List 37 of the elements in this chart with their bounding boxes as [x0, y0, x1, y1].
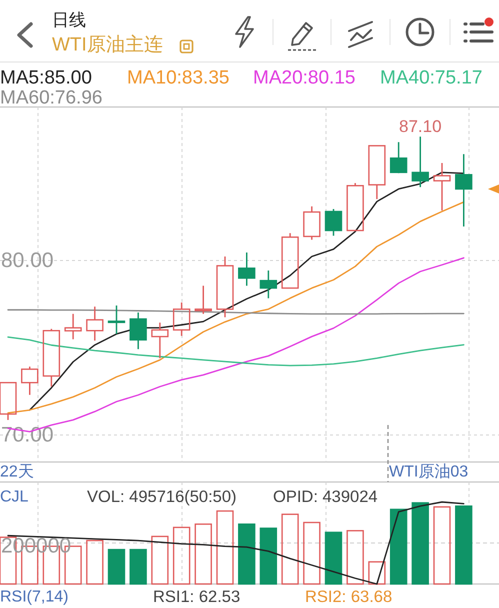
text: MA20:80.15 [253, 68, 356, 88]
bar [260, 528, 278, 585]
annotation: OPID: 439024 [273, 488, 378, 506]
bar [346, 530, 364, 585]
text: MA40:75.17 [380, 68, 482, 88]
chart-subtitle: WTI原油主连 [52, 34, 163, 56]
y-tick-label: 80.00 [1, 249, 54, 272]
text: 22天 [0, 464, 34, 480]
line-series [7, 336, 464, 366]
bar [194, 523, 212, 585]
text: WTI原油03 [389, 462, 468, 480]
bar [324, 532, 342, 585]
annotation: 87.10 [399, 117, 442, 136]
text: MA10:83.35 [127, 68, 230, 88]
text: RSI2: 63.68 [305, 588, 392, 606]
text: RSI1: 62.53 [153, 588, 240, 606]
bar [368, 561, 386, 585]
bar [151, 536, 169, 585]
bar [216, 510, 234, 585]
bar [238, 523, 256, 585]
bar [86, 540, 104, 585]
bar [303, 522, 320, 585]
bar [412, 502, 429, 585]
chart-title: CJL [0, 488, 29, 506]
text: RSI(7,14) [0, 588, 68, 606]
bar [130, 548, 147, 585]
chart-title: 日线 [52, 10, 86, 30]
annotation: VOL: 495716(50:50) [87, 488, 237, 506]
y-tick-label: 70.00 [1, 423, 54, 446]
bar [172, 526, 190, 585]
bar [433, 506, 451, 585]
text: MA5:85.00 [0, 68, 92, 88]
bar [108, 548, 126, 585]
text: MA60:76.96 [0, 88, 102, 108]
bar [390, 508, 408, 585]
bar [281, 514, 299, 585]
bar [455, 505, 472, 585]
